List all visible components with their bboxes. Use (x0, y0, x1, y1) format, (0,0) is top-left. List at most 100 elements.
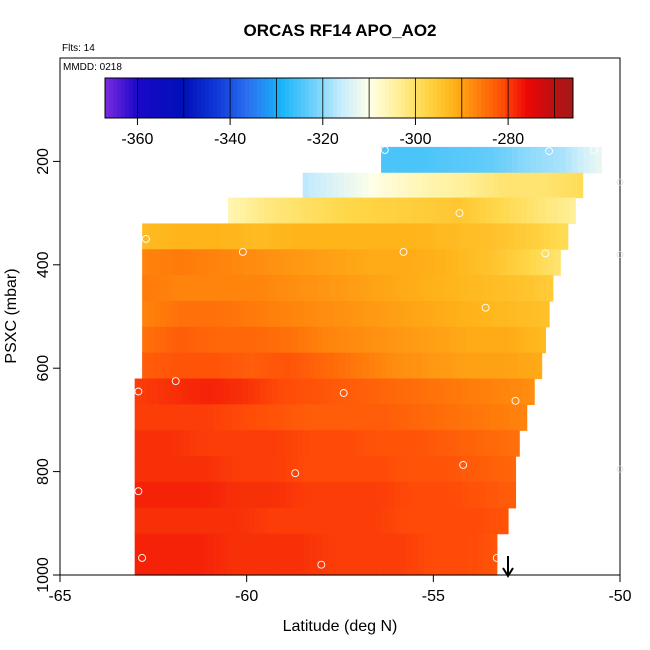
heatmap-cell (521, 326, 528, 354)
heatmap-cell (164, 481, 172, 509)
heatmap-cell (507, 300, 514, 328)
heatmap-cell (338, 352, 346, 380)
heatmap-cell (478, 533, 486, 576)
heatmap-cell (339, 507, 347, 535)
heatmap-cell (411, 223, 419, 250)
heatmap-cell (231, 300, 239, 328)
heatmap-cell (423, 223, 431, 250)
heatmap-cell (461, 326, 468, 354)
heatmap-cell (432, 275, 439, 302)
heatmap-cell (333, 223, 341, 250)
heatmap-cell (158, 404, 166, 431)
heatmap-cell (488, 249, 496, 276)
heatmap-cell (315, 533, 323, 576)
heatmap-cell (406, 326, 414, 354)
heatmap-cell (311, 275, 318, 302)
colorbar-segment (517, 78, 522, 118)
heatmap-cell (413, 275, 421, 302)
heatmap-cell (389, 197, 397, 225)
heatmap-cell (546, 172, 554, 199)
date-annotation: MMDD: 0218 (63, 62, 122, 73)
sample-point (339, 389, 348, 397)
heatmap-cell (261, 352, 268, 380)
heatmap-cell (453, 300, 460, 328)
heatmap-cell (182, 507, 190, 535)
heatmap-cell (458, 352, 465, 380)
heatmap-cell (189, 481, 196, 509)
colorbar-segment (325, 78, 330, 118)
colorbar-segment (509, 78, 514, 118)
heatmap-cell (326, 430, 334, 457)
heatmap-cell (492, 378, 499, 405)
colorbar-segment (273, 78, 278, 118)
heatmap-cell (285, 507, 292, 535)
heatmap-cell (261, 300, 269, 328)
heatmap-cell (280, 223, 287, 250)
heatmap-cell (428, 352, 435, 380)
heatmap-cell (231, 533, 238, 576)
heatmap-cell (213, 352, 221, 380)
heatmap-cell (357, 223, 365, 250)
heatmap-cell (237, 481, 245, 509)
heatmap-cell (393, 430, 400, 457)
heatmap-cell (395, 197, 403, 225)
heatmap-cell (188, 533, 196, 576)
heatmap-cell (506, 249, 514, 276)
heatmap-cell (248, 430, 256, 457)
heatmap-cell (565, 146, 573, 174)
heatmap-cell (454, 533, 462, 576)
heatmap-cell (516, 378, 523, 405)
colorbar-segment (233, 78, 238, 118)
heatmap-cell (273, 249, 281, 276)
heatmap-cell (188, 430, 196, 457)
heatmap-cell (504, 378, 511, 405)
heatmap-cell (322, 456, 329, 483)
heatmap-cell (460, 533, 468, 576)
heatmap-cell (479, 197, 487, 225)
heatmap-cell (524, 249, 531, 276)
heatmap-cell (332, 172, 340, 199)
colorbar-segment (421, 78, 426, 118)
heatmap-cell (285, 533, 293, 576)
heatmap-cell (201, 481, 208, 509)
heatmap-cell (237, 456, 245, 483)
heatmap-cell (570, 172, 578, 199)
heatmap-cell (301, 378, 309, 405)
heatmap-cell (387, 146, 394, 174)
heatmap-cell (523, 352, 531, 380)
heatmap-cell (558, 172, 566, 199)
heatmap-cell (375, 507, 383, 535)
heatmap-cell (473, 197, 481, 225)
heatmap-cell (261, 507, 268, 535)
heatmap-cell (201, 249, 209, 276)
heatmap-cell (370, 533, 377, 576)
heatmap-cell (548, 249, 555, 276)
heatmap-cell (515, 197, 522, 225)
heatmap-cell (202, 326, 209, 354)
heatmap-cell (449, 197, 457, 225)
heatmap-cell (507, 430, 514, 457)
heatmap-cell (440, 352, 447, 380)
heatmap-cell (446, 249, 454, 276)
heatmap-cell (340, 456, 347, 483)
heatmap-cell (356, 352, 364, 380)
heatmap-cell (514, 404, 522, 431)
heatmap-cell (146, 456, 154, 483)
heatmap-cell (501, 507, 509, 535)
heatmap-cell (200, 378, 207, 405)
heatmap-cell (255, 533, 263, 576)
heatmap-cell (495, 223, 503, 250)
x-axis: -65 -60 -55 -50 (48, 574, 632, 605)
heatmap-cell (178, 326, 185, 354)
heatmap-cell (213, 456, 220, 483)
colorbar-segment (481, 78, 486, 118)
heatmap-cell (262, 326, 270, 354)
heatmap-cell (267, 352, 274, 380)
heatmap-cell (260, 430, 268, 457)
heatmap-cell (232, 275, 240, 302)
heatmap-cell (321, 352, 328, 380)
heatmap-cell (529, 172, 536, 199)
heatmap-cell (146, 430, 154, 457)
heatmap-cell (525, 223, 533, 250)
heatmap-cell (529, 146, 537, 174)
